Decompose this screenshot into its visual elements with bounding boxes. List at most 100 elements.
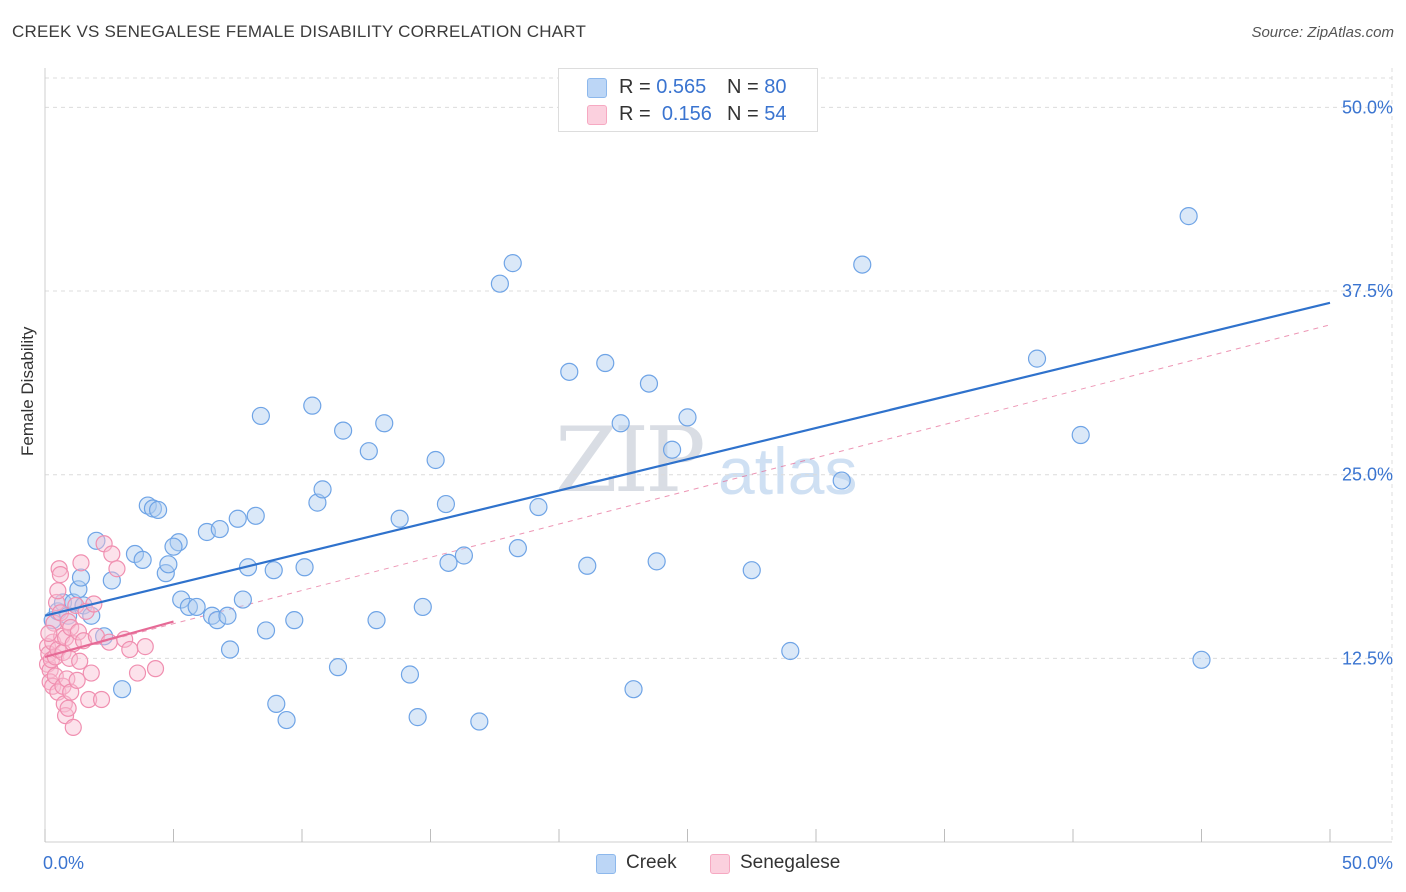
creek-point: [853, 255, 872, 274]
creek-point: [375, 414, 394, 433]
creek-point: [112, 680, 132, 699]
creek-point: [1179, 207, 1198, 226]
creek-point: [267, 694, 286, 713]
senegalese-point: [146, 660, 165, 678]
creek-point: [662, 440, 682, 459]
chart-title: CREEK VS SENEGALESE FEMALE DISABILITY CO…: [12, 22, 587, 41]
creek-point: [159, 555, 178, 574]
creek-point: [228, 509, 247, 528]
senegalese-point: [51, 565, 70, 584]
creek-point: [624, 680, 643, 699]
grid-lines: [45, 68, 1393, 842]
senegalese-point: [68, 671, 86, 689]
legend-n-senegalese: N = 54: [727, 103, 787, 125]
y-tick-label: 37.5%: [1342, 281, 1393, 301]
creek-point: [295, 558, 314, 577]
creek-point: [454, 546, 474, 565]
senegalese-point: [40, 624, 58, 642]
senegalese-legend-swatch: [710, 854, 730, 874]
creek-point: [172, 590, 191, 609]
senegalese-point: [121, 640, 139, 659]
creek-point: [678, 408, 697, 427]
senegalese-point: [128, 664, 147, 682]
creek-point: [210, 519, 229, 539]
creek-point: [490, 274, 509, 293]
creek-point: [508, 539, 527, 558]
creek-swatch: [587, 78, 607, 98]
creek-point: [611, 414, 630, 433]
creek-point: [408, 708, 427, 727]
senegalese-point: [82, 664, 100, 682]
creek-point: [390, 509, 409, 528]
y-tick-label: 12.5%: [1342, 648, 1393, 668]
creek-point: [400, 665, 420, 684]
creek-point: [639, 374, 659, 393]
senegalese-point: [45, 614, 63, 632]
senegalese-legend-label: Senegalese: [740, 852, 841, 873]
creek-point: [1071, 425, 1090, 445]
creek-point: [503, 254, 522, 273]
senegalese-point: [50, 560, 68, 578]
senegalese-point: [71, 652, 89, 670]
creek-point: [218, 606, 237, 625]
creek-point: [439, 553, 458, 572]
creek-point: [1192, 650, 1211, 669]
creek-point: [647, 552, 666, 571]
senegalese-point: [59, 699, 77, 717]
creek-point: [220, 640, 240, 659]
y-tick-label: 50.0%: [1342, 97, 1393, 117]
creek-point: [303, 396, 322, 415]
creek-point: [832, 471, 851, 490]
creek-point: [328, 658, 348, 677]
creek-point: [781, 641, 800, 661]
creek-point: [246, 506, 265, 525]
creek-point: [578, 556, 597, 575]
creek-point: [133, 550, 152, 570]
creek-point: [264, 561, 283, 580]
creek-point: [277, 710, 296, 730]
correlation-legend: R = 0.565 N = 80 R = 0.156 N = 54: [558, 68, 818, 132]
senegalese-point: [80, 690, 98, 709]
senegalese-points: [38, 535, 165, 737]
creek-point: [436, 494, 456, 514]
creek-point: [470, 712, 489, 731]
tick-labels: 12.5% 25.0% 37.5% 50.0% 0.0% 50.0%: [43, 97, 1393, 873]
creek-points: [43, 207, 1211, 731]
senegalese-trend-dashed: [44, 324, 1331, 658]
creek-point: [71, 568, 91, 587]
creek-point: [208, 611, 227, 630]
trend-lines: [44, 301, 1331, 658]
creek-point: [313, 480, 332, 499]
legend-r-senegalese: R = 0.156: [619, 103, 712, 125]
creek-point: [529, 497, 548, 517]
source-credit: Source: ZipAtlas.com: [1251, 24, 1394, 41]
creek-legend-label: Creek: [626, 852, 677, 873]
legend-n-creek: N = 80: [727, 76, 787, 98]
senegalese-point: [92, 690, 111, 709]
senegalese-point: [136, 637, 154, 656]
legend-r-creek: R = 0.565: [619, 76, 707, 98]
y-tick-label: 25.0%: [1342, 465, 1393, 485]
creek-point: [285, 611, 304, 630]
creek-point: [164, 537, 183, 556]
creek-point: [359, 442, 378, 461]
creek-point: [148, 500, 168, 520]
senegalese-swatch: [587, 105, 607, 125]
creek-point: [251, 406, 270, 426]
creek-point: [596, 353, 615, 373]
senegalese-trend-line: [44, 620, 174, 658]
creek-point: [334, 421, 353, 440]
creek-point: [187, 597, 206, 617]
creek-point: [1027, 349, 1047, 368]
senegalese-trend-extension: [44, 324, 1331, 658]
x-tick-label: 0.0%: [43, 853, 84, 873]
senegalese-point: [108, 560, 126, 578]
creek-point: [233, 590, 252, 609]
creek-point: [256, 621, 276, 640]
creek-point: [138, 496, 157, 515]
creek-point: [367, 611, 386, 630]
creek-point: [179, 597, 199, 617]
creek-point: [742, 561, 761, 580]
senegalese-point: [103, 545, 121, 563]
